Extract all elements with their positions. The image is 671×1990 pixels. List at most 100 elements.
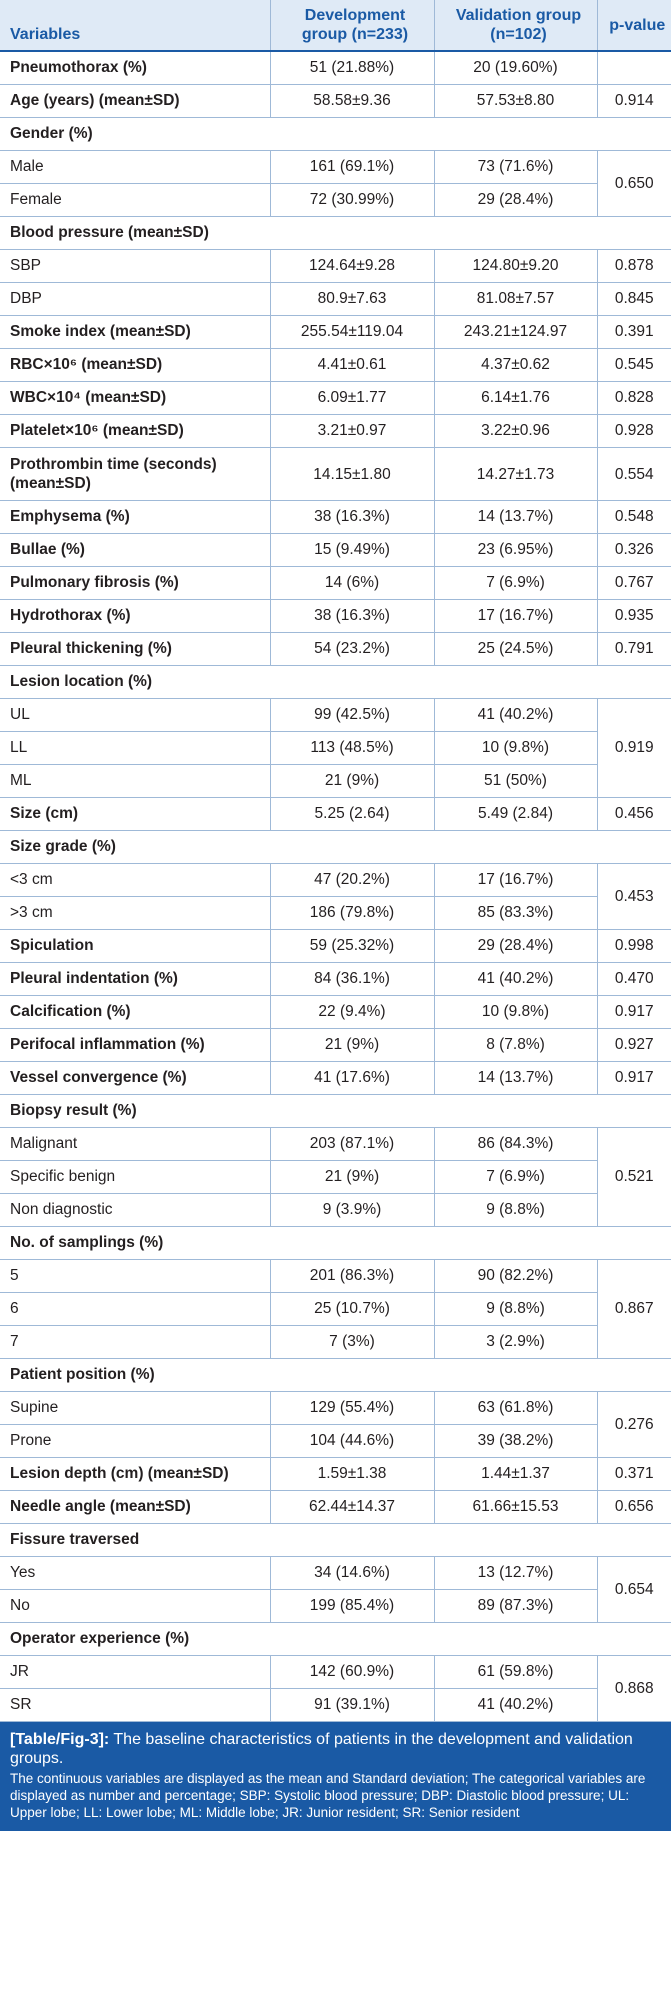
p-value-cell: 0.371 [596, 1457, 671, 1491]
development-value: 22 (9.4%) [269, 995, 435, 1029]
development-value: 25 (10.7%) [269, 1292, 435, 1326]
validation-value: 5.49 (2.84) [433, 797, 598, 831]
p-value-cell: 0.650 [596, 150, 671, 217]
variable-label: Specific benign [0, 1160, 271, 1194]
variable-label: Bullae (%) [0, 533, 271, 567]
validation-value: 9 (8.8%) [433, 1193, 597, 1227]
p-value-cell: 0.998 [596, 929, 671, 963]
development-value: 59 (25.32%) [269, 929, 435, 963]
table-row: Male 161 (69.1%) 73 (71.6%) 0.650 [0, 150, 671, 217]
validation-value: 243.21±124.97 [433, 315, 598, 349]
p-value-cell: 0.276 [596, 1391, 671, 1458]
variable-label: Emphysema (%) [0, 500, 271, 534]
p-value-cell: 0.654 [596, 1556, 671, 1623]
validation-value: 85 (83.3%) [433, 896, 597, 930]
development-value: 104 (44.6%) [269, 1424, 435, 1458]
variable-label: UL [0, 698, 271, 732]
development-value: 113 (48.5%) [269, 731, 435, 765]
variable-label: Yes [0, 1556, 271, 1590]
validation-value: 4.37±0.62 [433, 348, 598, 382]
development-value: 4.41±0.61 [269, 348, 435, 382]
header-validation-group: Validation group (n=102) [433, 0, 597, 52]
development-value: 14.15±1.80 [269, 447, 435, 501]
validation-value: 10 (9.8%) [433, 731, 597, 765]
variable-label: Pleural thickening (%) [0, 632, 271, 666]
validation-value: 86 (84.3%) [433, 1127, 598, 1161]
development-value: 38 (16.3%) [269, 599, 435, 633]
validation-value: 17 (16.7%) [433, 863, 598, 897]
p-value-cell: 0.791 [596, 632, 671, 666]
variable-label: Size (cm) [0, 797, 271, 831]
variable-label: Platelet×10⁶ (mean±SD) [0, 414, 271, 448]
table-row: No 199 (85.4%) 89 (87.3%) [0, 1589, 671, 1623]
variable-label: Spiculation [0, 929, 271, 963]
table-row: Prone 104 (44.6%) 39 (38.2%) [0, 1424, 671, 1458]
table-row: UL 99 (42.5%) 41 (40.2%) 0.919 [0, 698, 671, 798]
development-value: 34 (14.6%) [269, 1556, 435, 1590]
section-row: Lesion location (%) [0, 665, 671, 699]
table-row: Supine 129 (55.4%) 63 (61.8%) 0.276 [0, 1391, 671, 1458]
development-value: 9 (3.9%) [269, 1193, 435, 1227]
validation-value: 6.14±1.76 [433, 381, 598, 415]
table-row: RBC×10⁶ (mean±SD) 4.41±0.61 4.37±0.62 0.545 [0, 348, 671, 382]
section-heading: Size grade (%) [0, 830, 671, 864]
variable-label: Prothrombin time (seconds) (mean±SD) [0, 447, 271, 501]
caption-notes: The continuous variables are displayed a… [10, 1771, 646, 1820]
baseline-characteristics-table: Variables Development group (n=233) Vali… [0, 0, 671, 1722]
variable-label: Hydrothorax (%) [0, 599, 271, 633]
table-row: Yes 34 (14.6%) 13 (12.7%) 0.654 [0, 1556, 671, 1623]
variable-label: Age (years) (mean±SD) [0, 84, 271, 118]
development-value: 58.58±9.36 [269, 84, 435, 118]
p-value-cell: 0.917 [596, 1061, 671, 1095]
variable-label: Pneumothorax (%) [0, 51, 271, 85]
p-value-cell: 0.828 [596, 381, 671, 415]
table-header: Variables Development group (n=233) Vali… [0, 0, 671, 52]
p-value-cell: 0.456 [596, 797, 671, 831]
development-value: 84 (36.1%) [269, 962, 435, 996]
development-value: 161 (69.1%) [269, 150, 435, 184]
header-p-value: p-value [596, 0, 671, 52]
table-row: Specific benign 21 (9%) 7 (6.9%) [0, 1160, 671, 1194]
development-value: 54 (23.2%) [269, 632, 435, 666]
table-row: Pleural indentation (%) 84 (36.1%) 41 (40.… [0, 962, 671, 996]
section-row: Fissure traversed [0, 1523, 671, 1557]
table-row: Calcification (%) 22 (9.4%) 10 (9.8%) 0.917 [0, 995, 671, 1029]
development-value: 21 (9%) [269, 764, 435, 798]
table-row: SBP 124.64±9.28 124.80±9.20 0.878 [0, 249, 671, 283]
variable-label: SR [0, 1688, 271, 1722]
p-value-cell: 0.868 [596, 1655, 671, 1722]
table-row: ML 21 (9%) 51 (50%) [0, 764, 671, 798]
variable-label: >3 cm [0, 896, 271, 930]
p-value-cell: 0.878 [596, 249, 671, 283]
table-row: <3 cm 47 (20.2%) 17 (16.7%) 0.453 [0, 863, 671, 930]
header-development-group: Development group (n=233) [269, 0, 434, 52]
table-row: >3 cm 186 (79.8%) 85 (83.3%) [0, 896, 671, 930]
variable-label: Needle angle (mean±SD) [0, 1490, 271, 1524]
development-value: 7 (3%) [269, 1325, 435, 1359]
variable-label: 6 [0, 1292, 271, 1326]
p-value-cell: 0.326 [596, 533, 671, 567]
validation-value: 10 (9.8%) [433, 995, 598, 1029]
table-figure: Variables Development group (n=233) Vali… [0, 0, 671, 1831]
table-row: Female 72 (30.99%) 29 (28.4%) [0, 183, 671, 217]
table-body: Pneumothorax (%) 51 (21.88%) 20 (19.60%) Ag… [0, 51, 671, 1722]
table-row: Pulmonary fibrosis (%) 14 (6%) 7 (6.9%) 0.7… [0, 566, 671, 600]
validation-value: 14 (13.7%) [433, 500, 598, 534]
validation-value: 8 (7.8%) [433, 1028, 598, 1062]
development-value: 21 (9%) [269, 1160, 435, 1194]
p-value-cell: 0.767 [596, 566, 671, 600]
section-heading: Gender (%) [0, 117, 671, 151]
table-row: DBP 80.9±7.63 81.08±7.57 0.845 [0, 282, 671, 316]
validation-value: 23 (6.95%) [433, 533, 598, 567]
caption-title: [Table/Fig-3]: The baseline characterist… [10, 1730, 661, 1768]
variable-label: Female [0, 183, 271, 217]
table-row: Needle angle (mean±SD) 62.44±14.37 61.66±1… [0, 1490, 671, 1524]
table-row: 6 25 (10.7%) 9 (8.8%) [0, 1292, 671, 1326]
table-row: Bullae (%) 15 (9.49%) 23 (6.95%) 0.326 [0, 533, 671, 567]
variable-label: Calcification (%) [0, 995, 271, 1029]
table-row: Age (years) (mean±SD) 58.58±9.36 57.53±8.8… [0, 84, 671, 118]
section-row: Gender (%) [0, 117, 671, 151]
variable-label: Pulmonary fibrosis (%) [0, 566, 271, 600]
table-row: JR 142 (60.9%) 61 (59.8%) 0.868 [0, 1655, 671, 1722]
